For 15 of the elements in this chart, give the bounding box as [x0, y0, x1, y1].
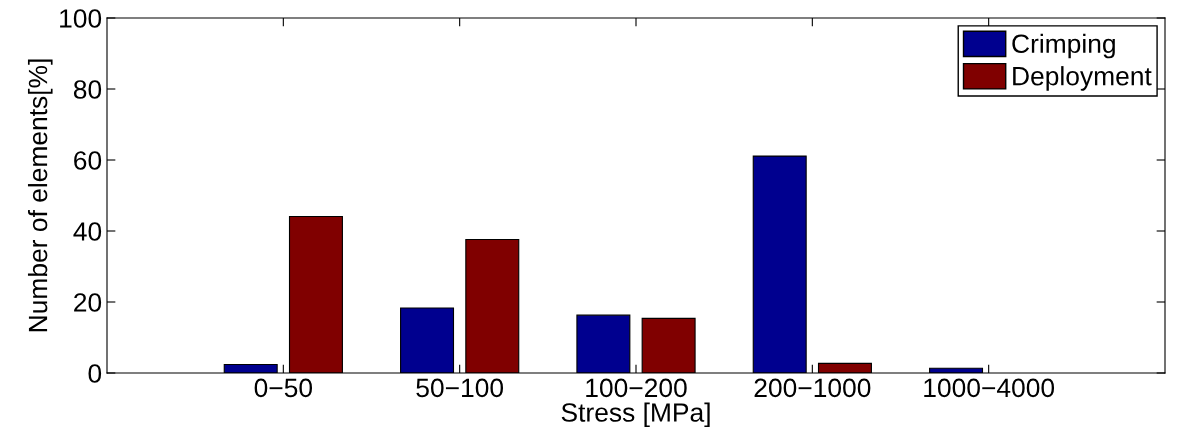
- x-tick-label: 1000−4000: [924, 378, 1055, 398]
- y-tick-label: 60: [74, 151, 102, 170]
- x-tick-label: 200−1000: [754, 378, 871, 398]
- y-tick-label: 80: [73, 80, 102, 99]
- y-axis-title: Number of elements[%]: [27, 59, 53, 332]
- y-tick-label: 100: [60, 9, 102, 28]
- x-tick-label: 100−200: [586, 378, 687, 398]
- legend-label: Crimping: [1012, 33, 1115, 59]
- y-tick-label: 0: [88, 364, 102, 383]
- y-tick-label: 20: [74, 293, 102, 312]
- y-tick-label: 40: [73, 222, 102, 241]
- legend-label: Deployment: [1013, 66, 1152, 91]
- x-axis-title: Stress [MPa]: [561, 402, 710, 428]
- x-tick-label: 0−50: [254, 378, 313, 398]
- x-tick-label: 50−100: [416, 378, 504, 398]
